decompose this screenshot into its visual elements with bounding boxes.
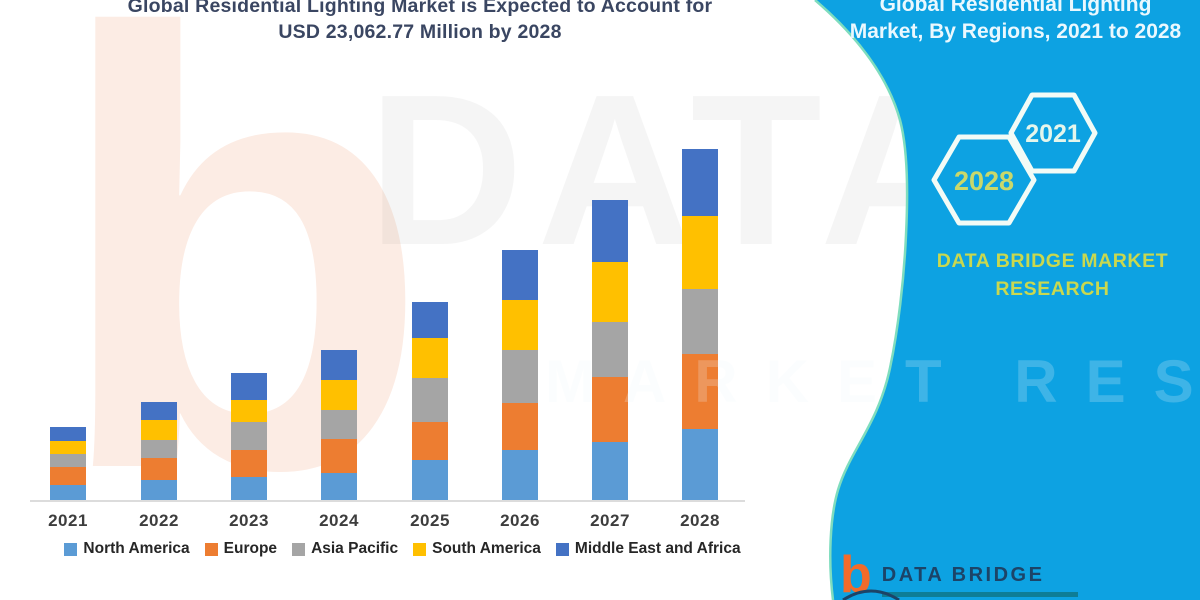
stacked-bar-2022 (141, 402, 177, 500)
bar-segment-north-america (412, 460, 448, 500)
stacked-bar-2026 (502, 250, 538, 500)
bar-segment-europe (50, 467, 86, 485)
legend-label: South America (432, 540, 541, 557)
bar-segment-middle-east-and-africa (141, 402, 177, 421)
bar-segment-middle-east-and-africa (682, 149, 718, 217)
legend-item-europe: Europe (204, 540, 278, 558)
logo-tagline-bar (881, 592, 1078, 597)
logo-name-text: DATA BRIDGE (881, 564, 1045, 586)
x-axis-label-2027: 2027 (590, 511, 630, 530)
bar-segment-south-america (592, 262, 628, 322)
bar-segment-south-america (412, 338, 448, 379)
side-panel-edge-accent (814, 0, 909, 600)
brand-name-text: DATA BRIDGE MARKET RESEARCH (920, 247, 1185, 303)
bar-segment-middle-east-and-africa (502, 250, 538, 301)
brand-name-line2: RESEARCH (995, 278, 1110, 300)
x-axis-label-2026: 2026 (500, 511, 540, 530)
legend-label: North America (83, 540, 190, 557)
legend-item-asia-pacific: Asia Pacific (292, 540, 398, 558)
x-axis-label-2028: 2028 (680, 511, 720, 530)
bar-segment-asia-pacific (50, 454, 86, 467)
x-axis-label-2023: 2023 (229, 511, 269, 530)
bar-segment-south-america (141, 420, 177, 441)
bar-segment-asia-pacific (592, 322, 628, 377)
bar-segment-europe (231, 450, 267, 478)
brand-name-line1: DATA BRIDGE MARKET (936, 250, 1169, 272)
logo-bridge-icon (842, 589, 900, 600)
legend-item-middle-east-and-africa: Middle East and Africa (555, 540, 741, 558)
bar-segment-asia-pacific (231, 422, 267, 451)
x-axis-label-2025: 2025 (410, 511, 450, 530)
bar-segment-south-america (50, 441, 86, 455)
legend-swatch (413, 542, 427, 556)
stacked-bar-2025 (412, 302, 448, 500)
legend-item-south-america: South America (413, 540, 541, 558)
stacked-bar-2023 (231, 373, 267, 500)
bar-segment-south-america (321, 380, 357, 411)
plot-area: 2021 2022 2023 2024 2025 2026 2027 2028 (30, 149, 745, 530)
bar-segment-asia-pacific (321, 410, 357, 440)
chart-title-line1: Global Residential Lighting Market is Ex… (127, 0, 713, 17)
legend-swatch (292, 542, 306, 556)
bar-segment-middle-east-and-africa (592, 200, 628, 262)
watermark-market-research-text: MARKET RESEARCH (545, 348, 1200, 415)
bar-segment-europe (412, 422, 448, 461)
bar-segment-north-america (50, 485, 86, 500)
stacked-bar-2024 (321, 350, 357, 500)
bar-segment-north-america (231, 477, 267, 500)
panel-title: Global Residential Lighting Market, By R… (843, 0, 1188, 45)
chart-title: Global Residential Lighting Market is Ex… (70, 0, 770, 45)
bar-segment-middle-east-and-africa (412, 302, 448, 339)
legend-label: Asia Pacific (311, 540, 399, 557)
side-panel-fill (815, 0, 1200, 600)
stacked-bar-2027 (592, 200, 628, 500)
bar-segment-asia-pacific (502, 350, 538, 404)
legend-item-north-america: North America (64, 540, 190, 558)
legend-swatch (64, 542, 78, 556)
bar-segment-north-america (141, 480, 177, 500)
bar-segment-north-america (502, 450, 538, 500)
bar-segment-asia-pacific (141, 440, 177, 459)
legend-swatch (204, 542, 218, 556)
bar-segment-north-america (592, 442, 628, 500)
x-axis-label-2024: 2024 (319, 511, 359, 530)
bar-segment-europe (141, 458, 177, 481)
x-axis-label-2021: 2021 (48, 511, 88, 530)
bar-segment-south-america (502, 300, 538, 351)
panel-title-line2: Market, By Regions, 2021 to 2028 (849, 20, 1182, 43)
bar-segment-asia-pacific (412, 378, 448, 423)
chart-legend: North America Europe Asia Pacific South Ame… (30, 540, 775, 558)
legend-label: Middle East and Africa (574, 540, 741, 557)
bar-segment-north-america (682, 429, 718, 500)
bar-segment-europe (682, 354, 718, 430)
bar-segment-europe (502, 403, 538, 451)
bar-segment-europe (592, 377, 628, 442)
bar-segment-south-america (682, 216, 718, 290)
panel-title-line1: Global Residential Lighting (879, 0, 1152, 16)
stacked-bar-2028 (682, 149, 718, 500)
chart-title-line2: USD 23,062.77 Million by 2028 (278, 21, 562, 43)
bar-segment-middle-east-and-africa (231, 373, 267, 401)
bar-segment-middle-east-and-africa (50, 427, 86, 442)
bar-segment-north-america (321, 473, 357, 500)
legend-label: Europe (223, 540, 278, 557)
bar-segment-middle-east-and-africa (321, 350, 357, 381)
bar-segment-europe (321, 439, 357, 474)
legend-swatch (555, 542, 569, 556)
bar-segment-south-america (231, 400, 267, 423)
footer-logo: b DATA BRIDGE (840, 549, 1078, 600)
stacked-bar-2021 (50, 427, 86, 500)
x-axis-line (30, 500, 745, 502)
bar-segment-asia-pacific (682, 289, 718, 355)
x-axis-label-2022: 2022 (139, 511, 179, 530)
